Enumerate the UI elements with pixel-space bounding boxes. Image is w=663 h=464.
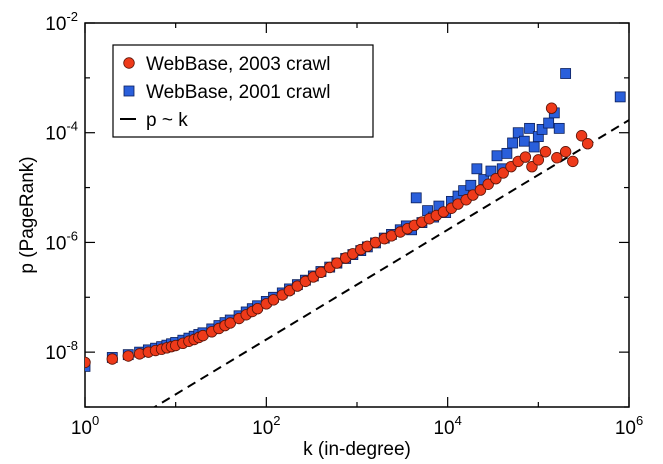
- legend-marker-2003: [123, 57, 135, 69]
- legend-label: p ~ k: [146, 110, 188, 131]
- point-2001: [471, 163, 483, 175]
- point-2003: [559, 146, 572, 158]
- y-tick-label: 10-6: [45, 228, 78, 254]
- point-2003: [315, 266, 327, 279]
- point-2001: [528, 141, 540, 153]
- fit-line: [152, 119, 629, 407]
- point-2001: [614, 91, 626, 103]
- point-2001: [553, 122, 565, 134]
- point-2003: [551, 152, 563, 164]
- axis-tick-labels: 100 102 104 106 10-8 10-6 10-4 10-2: [45, 9, 643, 439]
- legend: WebBase, 2003 crawl WebBase, 2001 crawl p …: [112, 44, 374, 138]
- x-tick-label: 102: [252, 413, 280, 439]
- y-axis-label: p (PageRank): [17, 156, 38, 273]
- legend-marker-2001: [123, 85, 135, 97]
- x-tick-label: 100: [71, 413, 99, 439]
- x-tick-label: 106: [615, 413, 643, 439]
- legend-box: [112, 44, 374, 138]
- point-2003: [519, 151, 532, 163]
- legend-label: WebBase, 2001 crawl: [146, 82, 330, 103]
- point-2001: [410, 192, 422, 204]
- point-2001: [560, 68, 572, 79]
- point-2003: [581, 138, 594, 150]
- x-axis-label: k (in-degree): [303, 439, 411, 460]
- point-2001: [536, 123, 548, 135]
- point-2001: [524, 122, 535, 134]
- point-2001: [518, 135, 530, 147]
- point-2003: [539, 146, 552, 158]
- point-2003: [85, 356, 91, 369]
- point-2003: [545, 102, 558, 114]
- legend-label: WebBase, 2003 crawl: [146, 54, 330, 75]
- point-2001: [465, 179, 477, 191]
- y-tick-label: 10-2: [45, 9, 78, 35]
- point-2003: [474, 184, 487, 196]
- point-2003: [532, 154, 545, 166]
- point-2003: [267, 294, 280, 306]
- point-2001: [501, 147, 513, 159]
- point-2003: [482, 178, 494, 190]
- point-2001: [507, 137, 518, 149]
- point-2003: [251, 302, 264, 315]
- point-2001: [491, 150, 503, 162]
- y-tick-label: 10-4: [45, 119, 78, 145]
- point-2003: [106, 353, 118, 365]
- axis-ticks: [84, 22, 630, 408]
- point-2003: [575, 130, 588, 142]
- point-2003: [567, 155, 579, 168]
- point-2003: [122, 350, 134, 362]
- point-2003: [331, 257, 343, 269]
- x-tick-label: 104: [433, 413, 461, 439]
- y-tick-label: 10-8: [45, 338, 78, 364]
- point-2003: [497, 167, 509, 179]
- point-2001: [543, 117, 555, 129]
- data-series: [85, 68, 629, 407]
- point-2001: [512, 127, 524, 139]
